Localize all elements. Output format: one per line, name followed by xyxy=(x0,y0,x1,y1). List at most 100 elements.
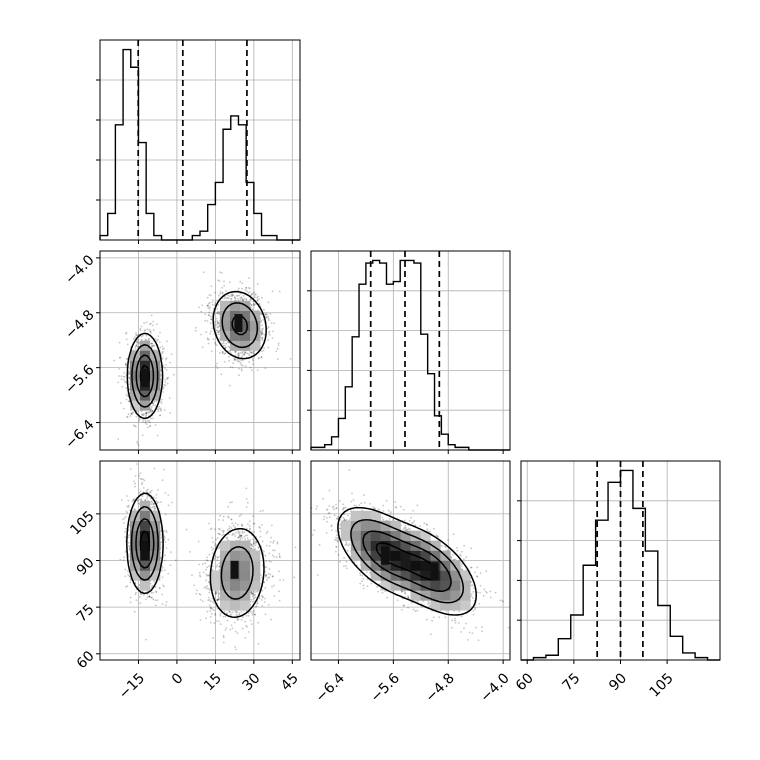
scatter-point xyxy=(216,559,219,561)
scatter-point xyxy=(156,434,159,437)
scatter-point xyxy=(223,610,226,613)
scatter-point xyxy=(221,350,224,353)
panel-hist-0 xyxy=(96,39,301,244)
scatter-point xyxy=(252,592,254,595)
scatter-point xyxy=(140,483,143,486)
scatter-point xyxy=(270,322,273,324)
scatter-point xyxy=(233,357,236,360)
scatter-point xyxy=(139,329,142,332)
scatter-point xyxy=(148,410,150,413)
scatter-point xyxy=(155,400,158,402)
scatter-point xyxy=(261,599,263,601)
scatter-point xyxy=(246,625,248,628)
scatter-point xyxy=(139,602,142,605)
scatter-point xyxy=(210,318,213,321)
scatter-point xyxy=(156,323,158,325)
scatter-point xyxy=(157,335,160,337)
scatter-point xyxy=(124,551,127,553)
scatter-point xyxy=(160,537,163,539)
panel-frame xyxy=(99,39,301,241)
scatter-point xyxy=(238,533,241,536)
scatter-point xyxy=(170,551,172,554)
scatter-point xyxy=(148,595,151,598)
scatter-point xyxy=(273,595,276,597)
scatter-point xyxy=(141,434,144,437)
scatter-point xyxy=(261,589,264,592)
scatter-point xyxy=(218,545,221,548)
scatter-point xyxy=(238,536,241,538)
scatter-point xyxy=(222,340,225,343)
scatter-point xyxy=(164,541,167,543)
scatter-point xyxy=(206,610,209,613)
scatter-point xyxy=(235,613,238,616)
scatter-point xyxy=(156,340,159,342)
scatter-point xyxy=(247,287,250,289)
scatter-point xyxy=(272,541,275,544)
scatter-point xyxy=(248,277,250,279)
scatter-point xyxy=(208,294,211,296)
scatter-point xyxy=(252,351,255,354)
scatter-point xyxy=(253,303,255,305)
scatter-point xyxy=(131,412,134,414)
scatter-point xyxy=(227,294,230,297)
scatter-point xyxy=(222,519,225,521)
scatter-point xyxy=(148,420,150,422)
scatter-point xyxy=(235,611,238,613)
scatter-point xyxy=(273,322,275,325)
scatter-point xyxy=(201,346,204,349)
scatter-point xyxy=(262,596,265,598)
scatter-point xyxy=(250,351,253,354)
scatter-point xyxy=(217,303,220,306)
scatter-point xyxy=(234,522,237,525)
scatter-point xyxy=(120,499,123,501)
scatter-point xyxy=(267,326,270,329)
scatter-point xyxy=(244,351,247,354)
scatter-point xyxy=(260,356,263,358)
scatter-point xyxy=(124,568,127,571)
scatter-point xyxy=(150,596,153,599)
scatter-point xyxy=(240,359,243,362)
scatter-point xyxy=(127,413,130,415)
scatter-point xyxy=(244,620,247,623)
scatter-point xyxy=(251,358,254,360)
scatter-point xyxy=(119,356,121,359)
scatter-point xyxy=(251,613,254,616)
scatter-point xyxy=(152,320,155,323)
scatter-point xyxy=(252,590,255,593)
scatter-point xyxy=(197,540,200,543)
scatter-point xyxy=(217,594,220,596)
panel-2d-0-1 xyxy=(96,250,301,454)
scatter-point xyxy=(126,415,128,418)
density-peak xyxy=(234,314,243,333)
scatter-point xyxy=(213,556,216,559)
scatter-point xyxy=(240,534,243,537)
scatter-point xyxy=(206,574,209,577)
scatter-point xyxy=(262,509,264,512)
scatter-point xyxy=(238,294,241,297)
scatter-point xyxy=(246,501,249,504)
scatter-point xyxy=(261,336,263,339)
scatter-point xyxy=(215,592,217,595)
scatter-point xyxy=(151,345,154,348)
scatter-point xyxy=(243,353,246,356)
scatter-point xyxy=(230,297,233,300)
scatter-point xyxy=(238,358,241,361)
scatter-point xyxy=(246,290,248,293)
scatter-point xyxy=(152,503,155,505)
scatter-point xyxy=(240,368,243,370)
scatter-point xyxy=(148,411,150,414)
scatter-point xyxy=(119,402,122,404)
scatter-point xyxy=(168,397,171,399)
scatter-point xyxy=(265,566,268,568)
scatter-point xyxy=(163,569,166,571)
scatter-point xyxy=(268,576,271,579)
scatter-point xyxy=(243,535,246,538)
scatter-point xyxy=(216,362,219,365)
scatter-point xyxy=(113,359,115,362)
scatter-point xyxy=(254,591,257,593)
scatter-point xyxy=(260,333,263,336)
scatter-point xyxy=(208,308,211,310)
scatter-point xyxy=(242,359,244,362)
scatter-point xyxy=(125,398,128,401)
